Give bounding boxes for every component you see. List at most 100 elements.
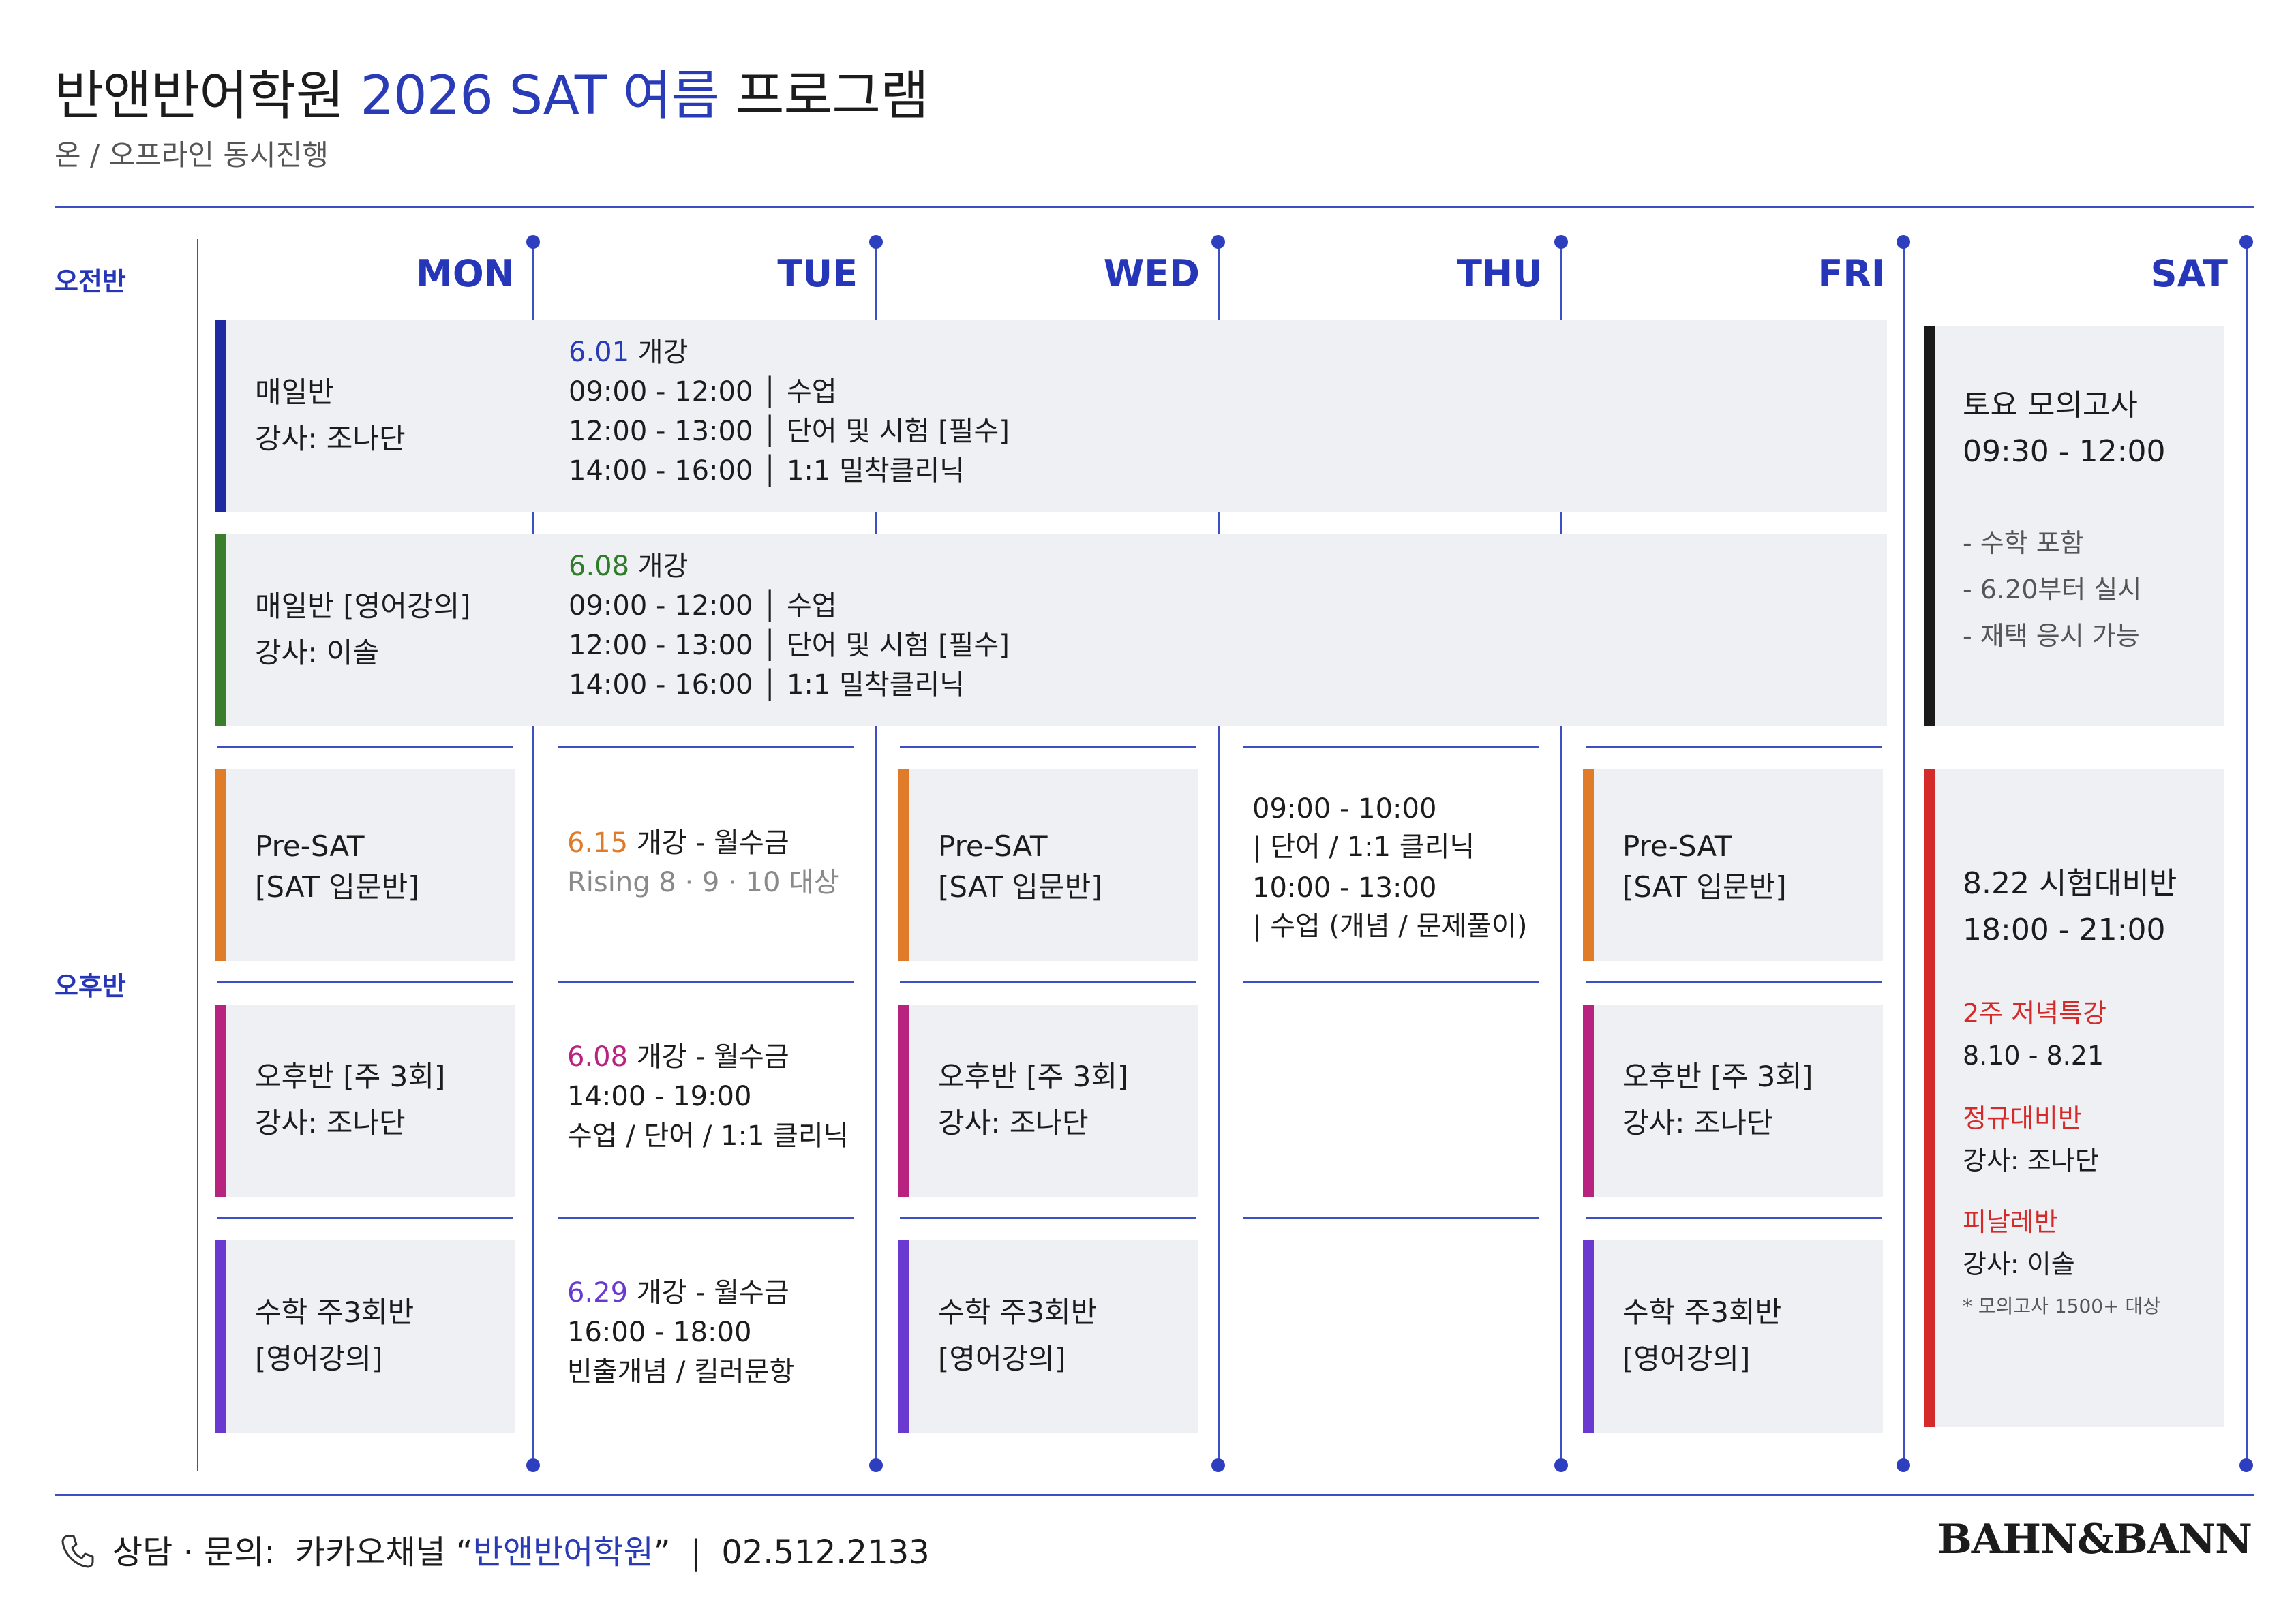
day-header-mon: MON [416,252,515,295]
column-dot [869,235,883,249]
card-line2: [영어강의] [1622,1342,1751,1375]
special-label: 2주 저녁특강 [1963,998,2107,1028]
card-mon-math: 수학 주3회반 [영어강의] [215,1240,515,1433]
special-dates: 8.10 - 8.21 [1963,1041,2104,1071]
card-time: 09:30 - 12:00 [1963,434,2166,469]
day-header-fri: FRI [1817,252,1885,295]
card-line1: Pre-SAT [938,829,1048,863]
schedule-desc: 1:1 밀착클리닉 [786,669,965,701]
column-dot [1897,235,1910,249]
channel-prefix: 카카오채널 “ [294,1533,473,1572]
row-separator [558,981,854,983]
card-note: - 수학 포함 [1963,528,2084,558]
row-separator [558,746,854,748]
card-accent-bar [898,1005,909,1197]
day-header-wed: WED [1103,252,1200,295]
card-title: 8.22 시험대비반 [1963,866,2177,901]
row-separator [558,1216,854,1219]
target-grades: Rising 8 · 9 · 10 대상 [567,867,839,898]
day-header-thu: THU [1457,252,1543,295]
page-subtitle: 온 / 오프라인 동시진행 [55,138,329,172]
card-accent-bar [1924,326,1935,726]
card-time: 18:00 - 21:00 [1963,913,2166,947]
page-title: 반앤반어학원 2026 SAT 여름 프로그램 [55,53,929,129]
schedule-row: 14:00 - 16:00 │ 1:1 밀착클리닉 [569,455,965,487]
schedule-time: 12:00 - 13:00 [569,630,753,661]
card-line2: [영어강의] [938,1342,1066,1375]
open-info: 6.29 개강 - 월수금 [567,1273,789,1313]
open-label: 개강 [637,551,689,582]
row-separator [217,746,513,748]
column-dot [1211,235,1225,249]
card-line1: 오후반 [주 3회] [255,1060,446,1093]
card-line2: [SAT 입문반] [255,870,419,904]
row-separator [1586,1216,1882,1219]
schedule-desc: 단어 및 시험 [필수] [786,630,1010,661]
card-accent-bar [1583,1240,1594,1433]
column-dot [526,235,540,249]
card-teacher: 강사: 이솔 [255,636,380,669]
card-fri-presat: Pre-SAT [SAT 입문반] [1583,769,1883,961]
row-separator [900,746,1196,748]
column-line-thu [1560,242,1562,1465]
card-sat-exam-prep: 8.22 시험대비반 18:00 - 21:00 2주 저녁특강 8.10 - … [1924,769,2224,1427]
card-accent-bar [215,769,226,961]
card-daily-class: 매일반 강사: 조나단 6.01 개강 09:00 - 12:00 │ 수업 1… [215,320,1887,512]
column-dot [2239,235,2253,249]
left-axis-line [197,239,198,1471]
schedule-desc: 1:1 밀착클리닉 [786,455,965,487]
card-accent-bar [898,1240,909,1433]
card-line1: Pre-SAT [255,829,365,863]
card-accent-bar [1583,769,1594,961]
card-teacher: 강사: 조나단 [255,422,406,455]
card-wed-afternoon-class: 오후반 [주 3회] 강사: 조나단 [898,1005,1198,1197]
open-label: 개강 [637,337,689,368]
card-note: - 6.20부터 실시 [1963,575,2142,605]
row-separator [217,981,513,983]
card-line1: 수학 주3회반 [255,1296,414,1329]
schedule-time: 10:00 - 13:00 [1252,872,1437,904]
open-date: 6.29 [567,1277,629,1309]
column-dot [869,1458,883,1472]
open-date: 6.08 [567,1041,629,1073]
schedule-desc: 빈출개념 / 킬러문항 [567,1356,795,1388]
open-date: 6.15 [567,827,629,859]
card-line2: [SAT 입문반] [1622,870,1787,904]
column-dot [1554,1458,1568,1472]
column-dot [526,1458,540,1472]
schedule-time: 09:00 - 12:00 [569,376,753,408]
card-title: 매일반 [영어강의] [255,590,471,623]
card-wed-math: 수학 주3회반 [영어강의] [898,1240,1198,1433]
column-line-fri [1903,242,1905,1465]
schedule-time: 12:00 - 13:00 [569,416,753,447]
card-line2: 강사: 조나단 [938,1106,1089,1139]
row-separator [1586,981,1882,983]
card-line1: 수학 주3회반 [1622,1296,1782,1329]
card-fri-afternoon-class: 오후반 [주 3회] 강사: 조나단 [1583,1005,1883,1197]
final-teacher: 강사: 이솔 [1963,1249,2075,1279]
phone-icon [57,1531,98,1572]
brand-logo: BAHN&BANN [1937,1516,2252,1563]
row-separator [900,981,1196,983]
bottom-divider [55,1494,2254,1496]
row-separator [1243,981,1539,983]
final-label: 피날레반 [1963,1207,2058,1237]
phone-number[interactable]: 02.512.2133 [721,1533,930,1572]
channel-name[interactable]: 반앤반어학원 [472,1533,654,1572]
row-separator [217,1216,513,1219]
schedule-time: 14:00 - 19:00 [567,1081,752,1112]
regular-teacher: 강사: 조나단 [1963,1146,2099,1176]
column-dot [1554,235,1568,249]
open-label: 개강 - 월수금 [636,1041,789,1073]
card-accent-bar [1583,1005,1594,1197]
schedule-time: 14:00 - 16:00 [569,455,753,487]
card-line1: 오후반 [주 3회] [938,1060,1129,1093]
schedule-time: 16:00 - 18:00 [567,1317,752,1348]
column-line-sat [2246,242,2248,1465]
tue-block-afternoon: 6.08 개강 - 월수금 14:00 - 19:00 수업 / 단어 / 1:… [558,1005,858,1197]
card-title: 토요 모의고사 [1963,388,2138,423]
column-dot [1211,1458,1225,1472]
footnote: * 모의고사 1500+ 대상 [1963,1295,2160,1317]
card-line2: [영어강의] [255,1342,383,1375]
card-line1: 오후반 [주 3회] [1622,1060,1813,1093]
